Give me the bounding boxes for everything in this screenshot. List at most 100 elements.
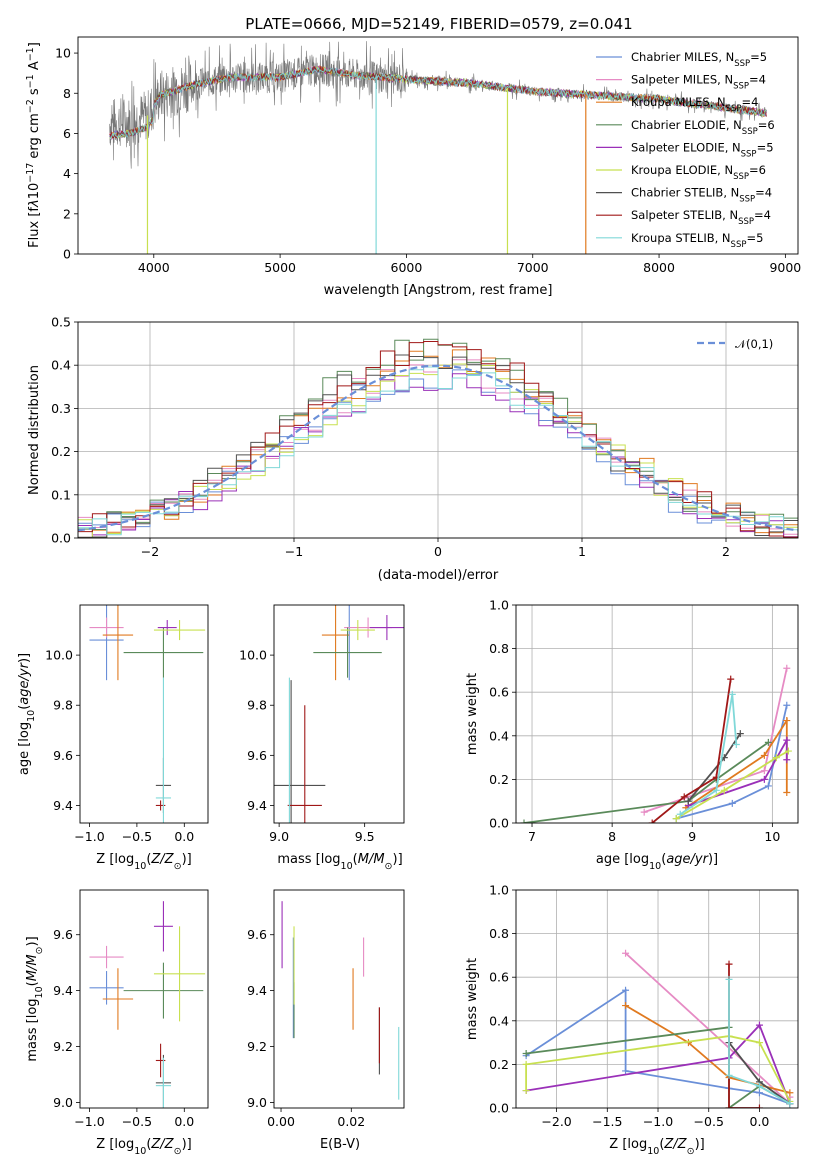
label-part: ⊙: [174, 1146, 182, 1157]
y-tick-label: 9.8: [53, 698, 73, 713]
plot-area-spectrum: [109, 41, 767, 254]
y-tick-label: 0.6: [489, 685, 509, 700]
x-tick-label: 7: [528, 829, 536, 844]
x-tick-label: 6000: [391, 260, 423, 275]
legend-tail: =4: [741, 95, 758, 109]
legend-label: Chabrier ELODIE, NSSP=6: [631, 118, 775, 137]
axes-spectrum: 4000 5000 6000 7000 8000 9000 0 2 4 6 8 10 Chabrier …: [25, 36, 801, 298]
axes-weight_vs_Z: −2.0 −1.5 −1.0 −0.5 0.0 0.0 0.2 0.4 0.6 0.8 1.0 Z […: [465, 883, 799, 1157]
weight-marker: [720, 786, 728, 794]
weight-marker: [520, 819, 528, 823]
legend-label: Salpeter STELIB, NSSP=4: [631, 208, 771, 227]
legend-subscript: SSP: [738, 217, 754, 227]
weight-marker: [725, 1071, 733, 1079]
weight-marker: [764, 738, 772, 746]
legend-text: Chabrier ELODIE, N: [631, 118, 742, 132]
legend-subscript: SSP: [734, 59, 750, 69]
weight-marker: [725, 960, 733, 968]
label-part: )]: [393, 852, 403, 867]
y-tick-label: 9.4: [247, 798, 267, 813]
label-part: M/M: [358, 852, 385, 867]
weight-marker: [676, 810, 684, 818]
label-part: (: [353, 852, 358, 867]
y-tick-label: 0.0: [489, 816, 509, 831]
legend-tail: =4: [754, 208, 771, 222]
weight-series-4: [687, 736, 788, 807]
legend-subscript: SSP: [741, 149, 757, 159]
histogram-series-7: [78, 341, 798, 538]
y-tick-label: 1.0: [489, 883, 509, 898]
weight-marker: [755, 1104, 763, 1108]
legend-label: Salpeter ELODIE, NSSP=5: [631, 140, 774, 159]
legend-subscript: SSP: [726, 104, 742, 114]
x-tick-label: 9: [688, 829, 696, 844]
y-tick-label: 9.2: [53, 1039, 73, 1054]
weight-marker: [622, 1067, 630, 1075]
weight-marker: [522, 1050, 530, 1057]
weight-marker: [622, 1002, 630, 1010]
y-tick-label: 9.4: [247, 983, 267, 998]
label-part: (: [25, 981, 40, 986]
x-tick-label: 0.0: [750, 1114, 770, 1129]
axes-frame: [273, 889, 405, 1109]
legend-subscript: SSP: [739, 195, 755, 205]
legend-tail: =5: [757, 140, 774, 154]
label-part: −2: [25, 99, 36, 113]
normal-curve: [78, 364, 798, 532]
label-part: erg cm: [27, 113, 42, 162]
label-part: (: [661, 852, 666, 867]
legend-tail: =4: [755, 186, 772, 200]
label-part: λ: [27, 199, 42, 208]
label-part: −1: [25, 74, 36, 88]
weight-marker: [784, 747, 792, 755]
x-tick-label: 0.0: [174, 829, 194, 844]
x-tick-label: 9000: [769, 260, 801, 275]
axes-frame: [273, 604, 405, 824]
y-axis-label: mass weight: [465, 958, 480, 1040]
weight-marker: [728, 690, 736, 698]
y-axis-label: Normed distribution: [27, 365, 42, 495]
weight-marker: [728, 799, 736, 807]
x-tick-label: −0.5: [694, 1114, 724, 1129]
legend-tail: =6: [749, 163, 766, 177]
y-tick-label: 9.4: [53, 798, 73, 813]
y-tick-label: 8: [63, 86, 71, 101]
legend-text: Kroupa MILES, N: [631, 95, 726, 109]
x-tick-label: 10: [764, 829, 780, 844]
x-tick-label: −1.0: [643, 1114, 673, 1129]
weight-marker: [522, 1087, 530, 1095]
weight-marker: [725, 975, 733, 983]
x-tick-label: 1: [578, 544, 586, 559]
y-tick-label: 0.0: [51, 531, 71, 546]
y-tick-label: 0.4: [51, 358, 71, 373]
plot-area-mass_vs_EBV: [281, 901, 400, 1100]
plot-area-age_vs_Z: [89, 605, 206, 823]
label-part: −17: [25, 163, 36, 183]
weight-marker: [736, 730, 744, 738]
y-tick-label: 0.8: [489, 641, 509, 656]
label-part: 10: [134, 861, 146, 872]
plot-area-mass_vs_Z: [89, 901, 206, 1108]
axes-frame: [77, 321, 799, 539]
weight-marker: [760, 751, 768, 759]
y-tick-label: 0.3: [51, 401, 71, 416]
label-part: (: [146, 1137, 151, 1152]
x-axis-label: E(B-V): [320, 1137, 360, 1152]
x-tick-label: −2: [141, 544, 159, 559]
legend-text: Salpeter ELODIE, N: [631, 140, 741, 154]
axes-age_vs_Z: −1.0 −0.5 0.09.49.69.810.0Z [log10(Z/Z⊙)]a…: [17, 604, 209, 872]
legend-text: Salpeter MILES, N: [631, 73, 733, 87]
legend-tail: =5: [750, 50, 767, 64]
y-tick-label: 9.0: [53, 1095, 73, 1110]
label-part: age/yr: [666, 852, 709, 867]
label-part: 10: [34, 986, 45, 998]
weight-marker: [522, 1060, 530, 1068]
y-tick-label: 10.0: [239, 648, 267, 663]
legend-text: Salpeter STELIB, N: [631, 208, 738, 222]
label-part: ⊙: [34, 947, 45, 955]
label-part: ]: [27, 42, 42, 47]
y-tick-label: 6: [63, 126, 71, 141]
